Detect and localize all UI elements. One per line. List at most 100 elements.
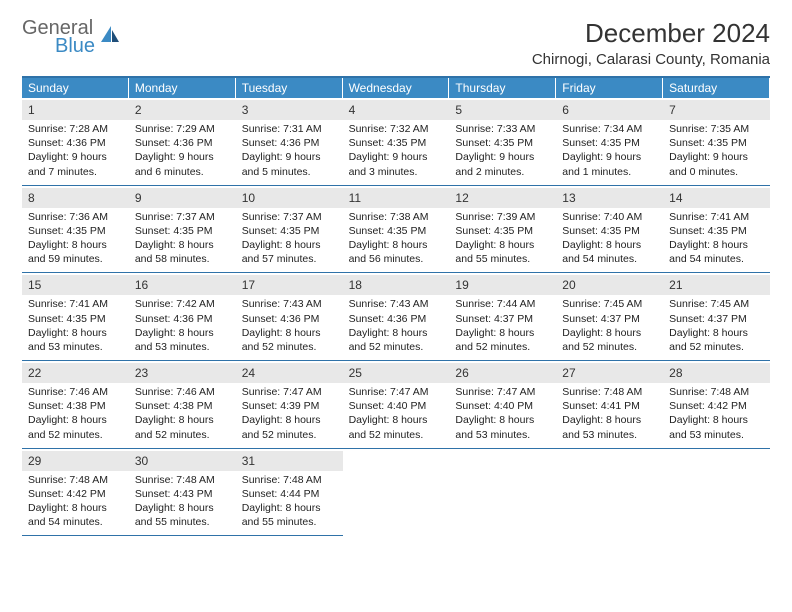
sunrise-text: Sunrise: 7:48 AM xyxy=(562,385,657,399)
day-number-row: 11 xyxy=(343,188,450,208)
sunset-text: Sunset: 4:35 PM xyxy=(669,136,764,150)
day-number-row: 12 xyxy=(449,188,556,208)
sunset-text: Sunset: 4:35 PM xyxy=(349,224,444,238)
day-number-row: 31 xyxy=(236,451,343,471)
sunset-text: Sunset: 4:35 PM xyxy=(455,224,550,238)
sunrise-text: Sunrise: 7:40 AM xyxy=(562,210,657,224)
sunrise-text: Sunrise: 7:48 AM xyxy=(242,473,337,487)
day-number-row: 13 xyxy=(556,188,663,208)
day-number-row: 8 xyxy=(22,188,129,208)
daylight-text: Daylight: 9 hoursand 0 minutes. xyxy=(669,150,764,178)
sunset-text: Sunset: 4:39 PM xyxy=(242,399,337,413)
sunset-text: Sunset: 4:42 PM xyxy=(669,399,764,413)
sunset-text: Sunset: 4:44 PM xyxy=(242,487,337,501)
calendar-empty-cell xyxy=(449,449,556,537)
day-number-row: 1 xyxy=(22,100,129,120)
calendar-day-cell: 23Sunrise: 7:46 AMSunset: 4:38 PMDayligh… xyxy=(129,361,236,449)
sunset-text: Sunset: 4:36 PM xyxy=(135,312,230,326)
sunrise-text: Sunrise: 7:44 AM xyxy=(455,297,550,311)
day-number-row: 21 xyxy=(663,275,770,295)
day-of-week-header: Thursday xyxy=(449,78,556,98)
day-number: 9 xyxy=(135,191,142,205)
sunrise-text: Sunrise: 7:43 AM xyxy=(242,297,337,311)
day-number: 28 xyxy=(669,366,682,380)
sunset-text: Sunset: 4:41 PM xyxy=(562,399,657,413)
day-number: 4 xyxy=(349,103,356,117)
day-number-row: 30 xyxy=(129,451,236,471)
calendar-day-cell: 13Sunrise: 7:40 AMSunset: 4:35 PMDayligh… xyxy=(556,186,663,274)
day-number-row: 17 xyxy=(236,275,343,295)
daylight-text: Daylight: 8 hoursand 52 minutes. xyxy=(135,413,230,441)
daylight-text: Daylight: 8 hoursand 55 minutes. xyxy=(242,501,337,529)
sunrise-text: Sunrise: 7:47 AM xyxy=(455,385,550,399)
day-number: 25 xyxy=(349,366,362,380)
daylight-text: Daylight: 8 hoursand 55 minutes. xyxy=(455,238,550,266)
day-number: 18 xyxy=(349,278,362,292)
sunset-text: Sunset: 4:38 PM xyxy=(28,399,123,413)
day-number-row: 10 xyxy=(236,188,343,208)
sunset-text: Sunset: 4:36 PM xyxy=(242,312,337,326)
day-of-week-header: Friday xyxy=(556,78,663,98)
sunrise-text: Sunrise: 7:47 AM xyxy=(242,385,337,399)
day-number: 1 xyxy=(28,103,35,117)
daylight-text: Daylight: 8 hoursand 52 minutes. xyxy=(562,326,657,354)
sunset-text: Sunset: 4:36 PM xyxy=(242,136,337,150)
sunrise-text: Sunrise: 7:35 AM xyxy=(669,122,764,136)
sail-icon xyxy=(99,24,121,50)
calendar-day-cell: 28Sunrise: 7:48 AMSunset: 4:42 PMDayligh… xyxy=(663,361,770,449)
calendar-day-cell: 29Sunrise: 7:48 AMSunset: 4:42 PMDayligh… xyxy=(22,449,129,537)
day-number: 7 xyxy=(669,103,676,117)
day-number-row: 27 xyxy=(556,363,663,383)
daylight-text: Daylight: 8 hoursand 56 minutes. xyxy=(349,238,444,266)
calendar-day-cell: 12Sunrise: 7:39 AMSunset: 4:35 PMDayligh… xyxy=(449,186,556,274)
sunrise-text: Sunrise: 7:41 AM xyxy=(669,210,764,224)
sunset-text: Sunset: 4:37 PM xyxy=(669,312,764,326)
title-block: December 2024 Chirnogi, Calarasi County,… xyxy=(532,18,770,68)
sunset-text: Sunset: 4:36 PM xyxy=(349,312,444,326)
sunset-text: Sunset: 4:38 PM xyxy=(135,399,230,413)
day-number: 29 xyxy=(28,454,41,468)
sunset-text: Sunset: 4:36 PM xyxy=(28,136,123,150)
day-number: 15 xyxy=(28,278,41,292)
calendar-day-cell: 20Sunrise: 7:45 AMSunset: 4:37 PMDayligh… xyxy=(556,273,663,361)
sunrise-text: Sunrise: 7:46 AM xyxy=(135,385,230,399)
sunrise-text: Sunrise: 7:33 AM xyxy=(455,122,550,136)
sunset-text: Sunset: 4:35 PM xyxy=(135,224,230,238)
day-number-row: 19 xyxy=(449,275,556,295)
calendar-day-cell: 21Sunrise: 7:45 AMSunset: 4:37 PMDayligh… xyxy=(663,273,770,361)
calendar-day-cell: 11 Sunrise: 7:38 AMSunset: 4:35 PMDayligh… xyxy=(343,186,450,274)
header: General Blue December 2024 Chirnogi, Cal… xyxy=(22,18,770,68)
sunset-text: Sunset: 4:35 PM xyxy=(562,224,657,238)
calendar-day-cell: 16Sunrise: 7:42 AMSunset: 4:36 PMDayligh… xyxy=(129,273,236,361)
day-number-row: 6 xyxy=(556,100,663,120)
day-number-row: 5 xyxy=(449,100,556,120)
sunrise-text: Sunrise: 7:48 AM xyxy=(28,473,123,487)
day-number: 3 xyxy=(242,103,249,117)
calendar-day-cell: 25Sunrise: 7:47 AMSunset: 4:40 PMDayligh… xyxy=(343,361,450,449)
calendar-day-cell: 27Sunrise: 7:48 AMSunset: 4:41 PMDayligh… xyxy=(556,361,663,449)
day-number-row: 14 xyxy=(663,188,770,208)
daylight-text: Daylight: 8 hoursand 52 minutes. xyxy=(669,326,764,354)
calendar-day-cell: 24Sunrise: 7:47 AMSunset: 4:39 PMDayligh… xyxy=(236,361,343,449)
calendar-day-cell: 14Sunrise: 7:41 AMSunset: 4:35 PMDayligh… xyxy=(663,186,770,274)
sunrise-text: Sunrise: 7:42 AM xyxy=(135,297,230,311)
sunset-text: Sunset: 4:35 PM xyxy=(242,224,337,238)
day-number: 5 xyxy=(455,103,462,117)
sunrise-text: Sunrise: 7:36 AM xyxy=(28,210,123,224)
day-number-row: 2 xyxy=(129,100,236,120)
calendar-day-cell: 31 Sunrise: 7:48 AMSunset: 4:44 PMDayligh… xyxy=(236,449,343,537)
calendar-empty-cell xyxy=(343,449,450,537)
daylight-text: Daylight: 8 hoursand 52 minutes. xyxy=(242,326,337,354)
day-number-row: 24 xyxy=(236,363,343,383)
day-number-row: 25 xyxy=(343,363,450,383)
day-number: 31 xyxy=(242,454,255,468)
day-number: 27 xyxy=(562,366,575,380)
calendar-empty-cell xyxy=(663,449,770,537)
sunrise-text: Sunrise: 7:38 AM xyxy=(349,210,444,224)
daylight-text: Daylight: 8 hoursand 54 minutes. xyxy=(28,501,123,529)
sunrise-text: Sunrise: 7:29 AM xyxy=(135,122,230,136)
month-title: December 2024 xyxy=(532,18,770,49)
daylight-text: Daylight: 8 hoursand 53 minutes. xyxy=(669,413,764,441)
sunrise-text: Sunrise: 7:28 AM xyxy=(28,122,123,136)
day-number-row: 7 xyxy=(663,100,770,120)
